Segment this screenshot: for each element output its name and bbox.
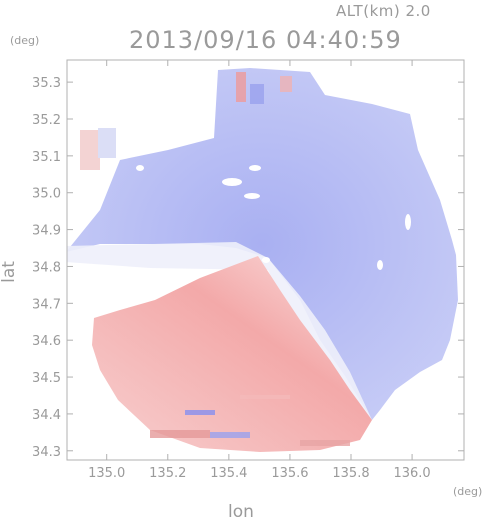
x-tick-label: 135.2 bbox=[149, 466, 186, 481]
y-tick-label: 34.4 bbox=[32, 408, 61, 423]
lat-unit-label: (deg) bbox=[10, 34, 40, 47]
y-tick-label: 34.7 bbox=[32, 297, 61, 312]
x-tick-label: 135.6 bbox=[271, 466, 308, 481]
altitude-label: ALT(km) 2.0 bbox=[336, 2, 431, 20]
x-tick-label: 135.8 bbox=[332, 466, 369, 481]
lon-unit-label: (deg) bbox=[453, 485, 483, 498]
echo-field bbox=[67, 68, 458, 452]
x-tick-label: 135.0 bbox=[88, 466, 125, 481]
receding-echo bbox=[92, 256, 372, 452]
echo-gaps bbox=[136, 165, 411, 270]
y-tick-label: 34.6 bbox=[32, 334, 61, 349]
x-tick-label: 135.4 bbox=[210, 466, 247, 481]
y-tick-label: 35.3 bbox=[32, 76, 61, 91]
axis-ticks: 135.0 135.2 135.4 135.6 135.8 136.0 34.3 34.4 34… bbox=[32, 60, 464, 481]
noise-speckles bbox=[80, 72, 350, 446]
timestamp-title: 2013/09/16 04:40:59 bbox=[129, 26, 402, 54]
y-tick-label: 35.2 bbox=[32, 113, 61, 128]
y-tick-label: 35.1 bbox=[32, 150, 61, 165]
x-axis-label: lon bbox=[228, 502, 254, 522]
y-tick-label: 34.8 bbox=[32, 260, 61, 275]
x-tick-label: 136.0 bbox=[393, 466, 430, 481]
approaching-echo bbox=[67, 68, 458, 420]
y-tick-label: 34.9 bbox=[32, 224, 61, 239]
y-tick-label: 34.5 bbox=[32, 371, 61, 386]
y-tick-label: 34.3 bbox=[32, 445, 61, 460]
y-tick-label: 35.0 bbox=[32, 187, 61, 202]
plot-frame bbox=[66, 59, 465, 461]
